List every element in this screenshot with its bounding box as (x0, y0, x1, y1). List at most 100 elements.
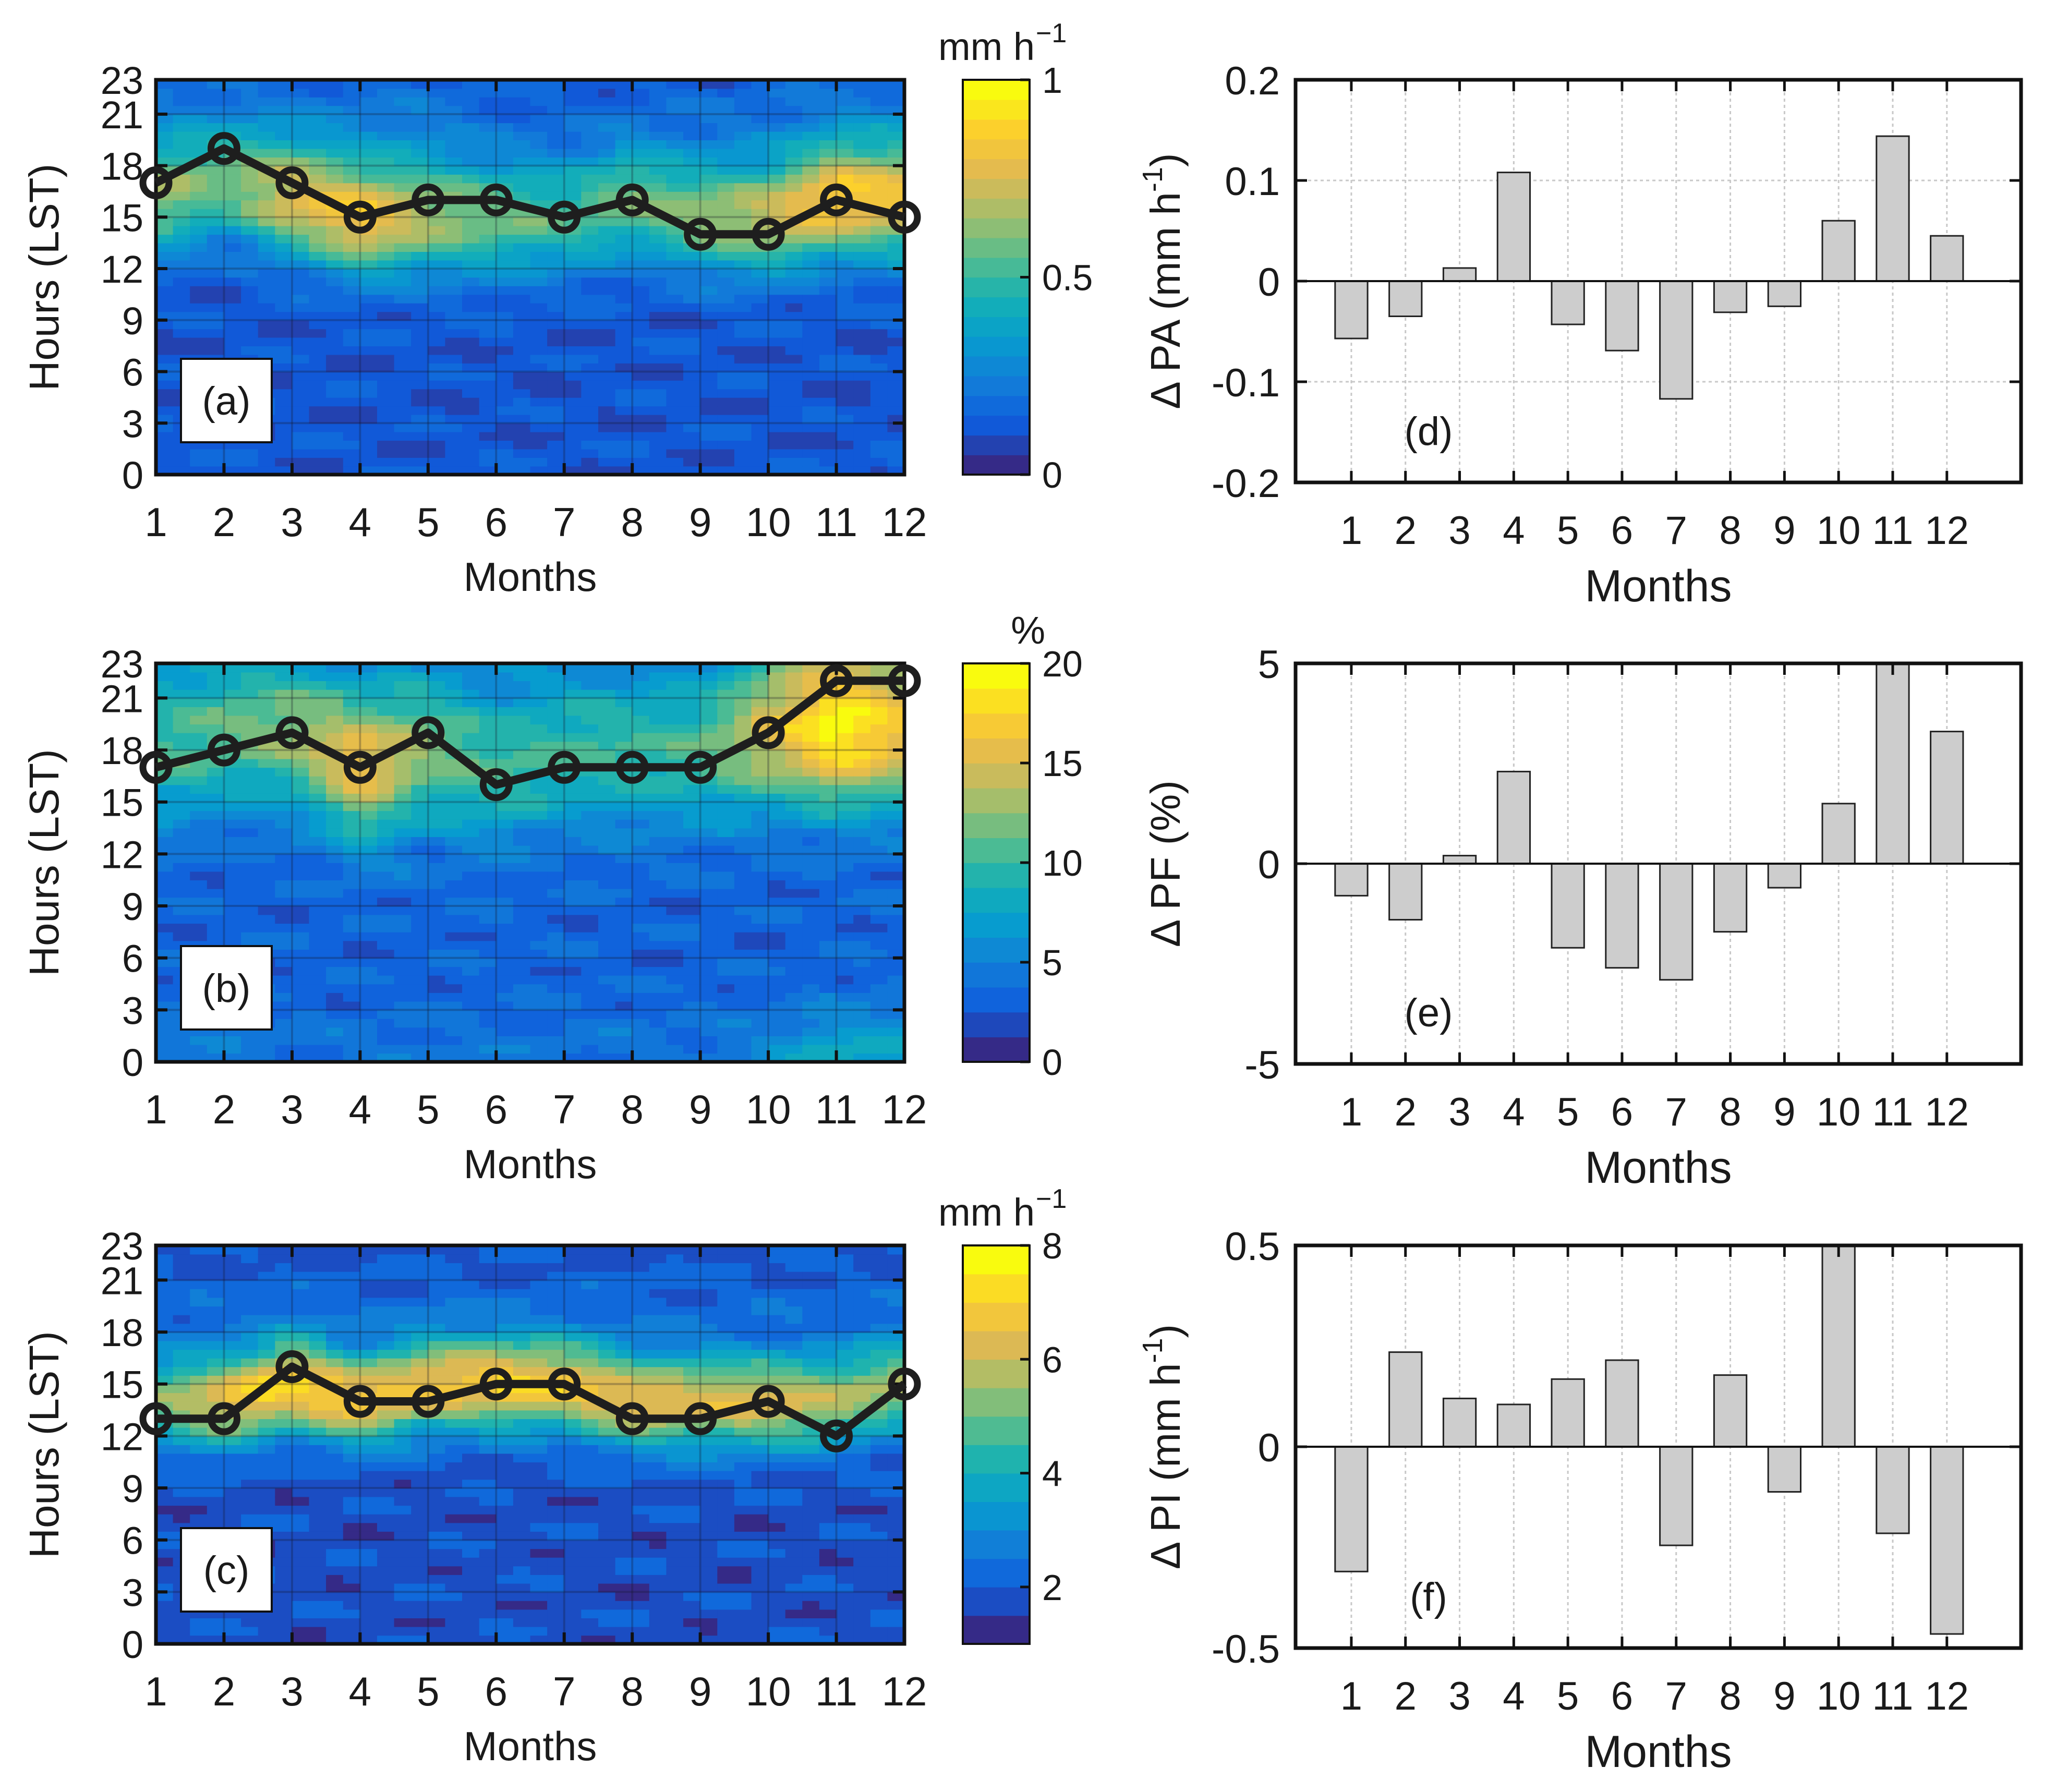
heatmap-cell (615, 871, 633, 880)
heatmap-cell (581, 681, 599, 690)
heatmap-cell (853, 174, 871, 184)
x-tick-label: 7 (553, 499, 575, 545)
heatmap-cell (156, 1548, 174, 1558)
heatmap-cell (615, 243, 633, 252)
heatmap-cell (853, 931, 871, 941)
heatmap-cell (666, 837, 684, 846)
heatmap-cell (496, 863, 514, 872)
heatmap-cell (530, 1019, 548, 1028)
heatmap-cell (377, 837, 395, 846)
heatmap-cell (785, 277, 803, 286)
heatmap-cell (547, 863, 565, 872)
heatmap-cell (224, 802, 241, 812)
heatmap-cell (394, 449, 412, 458)
heatmap-cell (785, 354, 803, 364)
heatmap-cell (564, 174, 582, 184)
heatmap-cell (649, 698, 667, 707)
heatmap-cell (275, 1044, 293, 1054)
heatmap-cell (717, 397, 735, 407)
heatmap-cell (190, 1401, 208, 1411)
heatmap-cell (224, 1332, 241, 1341)
heatmap-cell (530, 406, 548, 415)
heatmap-cell (734, 354, 752, 364)
heatmap-cell (326, 828, 344, 837)
heatmap-cell (819, 311, 837, 321)
heatmap-cell (666, 397, 684, 407)
heatmap-cell (547, 302, 565, 312)
heatmap-cell (870, 1044, 888, 1054)
heatmap-cell (445, 389, 463, 398)
heatmap-cell (581, 449, 599, 458)
heatmap-cell (581, 940, 599, 950)
heatmap-cell (207, 914, 225, 924)
heatmap-cell (836, 414, 854, 424)
heatmap-cell (751, 148, 769, 158)
heatmap-cell (649, 96, 667, 106)
y-tick-label: 15 (101, 781, 143, 825)
heatmap-cell (581, 371, 599, 381)
heatmap-cell (632, 269, 650, 278)
x-tick-label: 9 (689, 499, 711, 545)
heatmap-cell (683, 260, 701, 269)
heatmap-cell (326, 1488, 344, 1497)
heatmap-cell (377, 183, 395, 192)
heatmap-cell (547, 329, 565, 338)
heatmap-cell (836, 931, 854, 941)
heatmap-cell (394, 1297, 412, 1307)
heatmap-cell (734, 337, 752, 346)
heatmap-cell (394, 105, 412, 115)
heatmap-cell (496, 329, 514, 338)
heatmap-cell (870, 1010, 888, 1019)
heatmap-cell (326, 217, 344, 226)
heatmap-cell (734, 888, 752, 898)
heatmap-cell (428, 140, 446, 149)
heatmap-cell (479, 277, 497, 286)
heatmap-cell (241, 750, 259, 759)
heatmap-cell (309, 243, 326, 252)
heatmap-cell (870, 724, 888, 733)
heatmap-cell (717, 958, 735, 967)
heatmap-cell (156, 914, 174, 924)
heatmap-cell (275, 1496, 293, 1506)
heatmap-cell (836, 1036, 854, 1045)
heatmap-cell (513, 732, 531, 742)
heatmap-cell (683, 975, 701, 985)
heatmap-cell (309, 914, 326, 924)
heatmap-cell (649, 923, 667, 933)
heatmap-cell (377, 810, 395, 820)
heatmap-cell (649, 183, 667, 192)
heatmap-cell (530, 277, 548, 286)
heatmap-cell (428, 931, 446, 941)
heatmap-cell (258, 1289, 276, 1298)
heatmap-cell (360, 80, 378, 89)
heatmap-cell (632, 88, 650, 98)
heatmap-cell (343, 1601, 361, 1610)
heatmap-cell (513, 414, 531, 424)
heatmap-cell (241, 114, 259, 124)
heatmap-cell (292, 234, 310, 244)
heatmap-cell (717, 414, 735, 424)
heatmap-cell (700, 208, 718, 218)
heatmap-cell (173, 1436, 190, 1445)
heatmap-cell (190, 174, 208, 184)
heatmap-cell (258, 320, 276, 330)
heatmap-cell (275, 346, 293, 355)
heatmap-cell (768, 96, 786, 106)
heatmap-cell (173, 80, 190, 89)
heatmap-cell (700, 431, 718, 441)
heatmap-cell (598, 1036, 616, 1045)
heatmap-cell (751, 958, 769, 967)
heatmap-cell (853, 234, 871, 244)
heatmap-cell (394, 466, 412, 475)
heatmap-cell (615, 1019, 633, 1028)
heatmap-cell (700, 854, 718, 863)
heatmap-cell (377, 672, 395, 681)
heatmap-cell (819, 406, 837, 415)
heatmap-cell (598, 406, 616, 415)
heatmap-cell (394, 1505, 412, 1515)
heatmap-cell (377, 423, 395, 432)
heatmap-cell (564, 414, 582, 424)
heatmap-cell (768, 449, 786, 458)
heatmap-cell (717, 277, 735, 286)
heatmap-cell (309, 1401, 326, 1411)
